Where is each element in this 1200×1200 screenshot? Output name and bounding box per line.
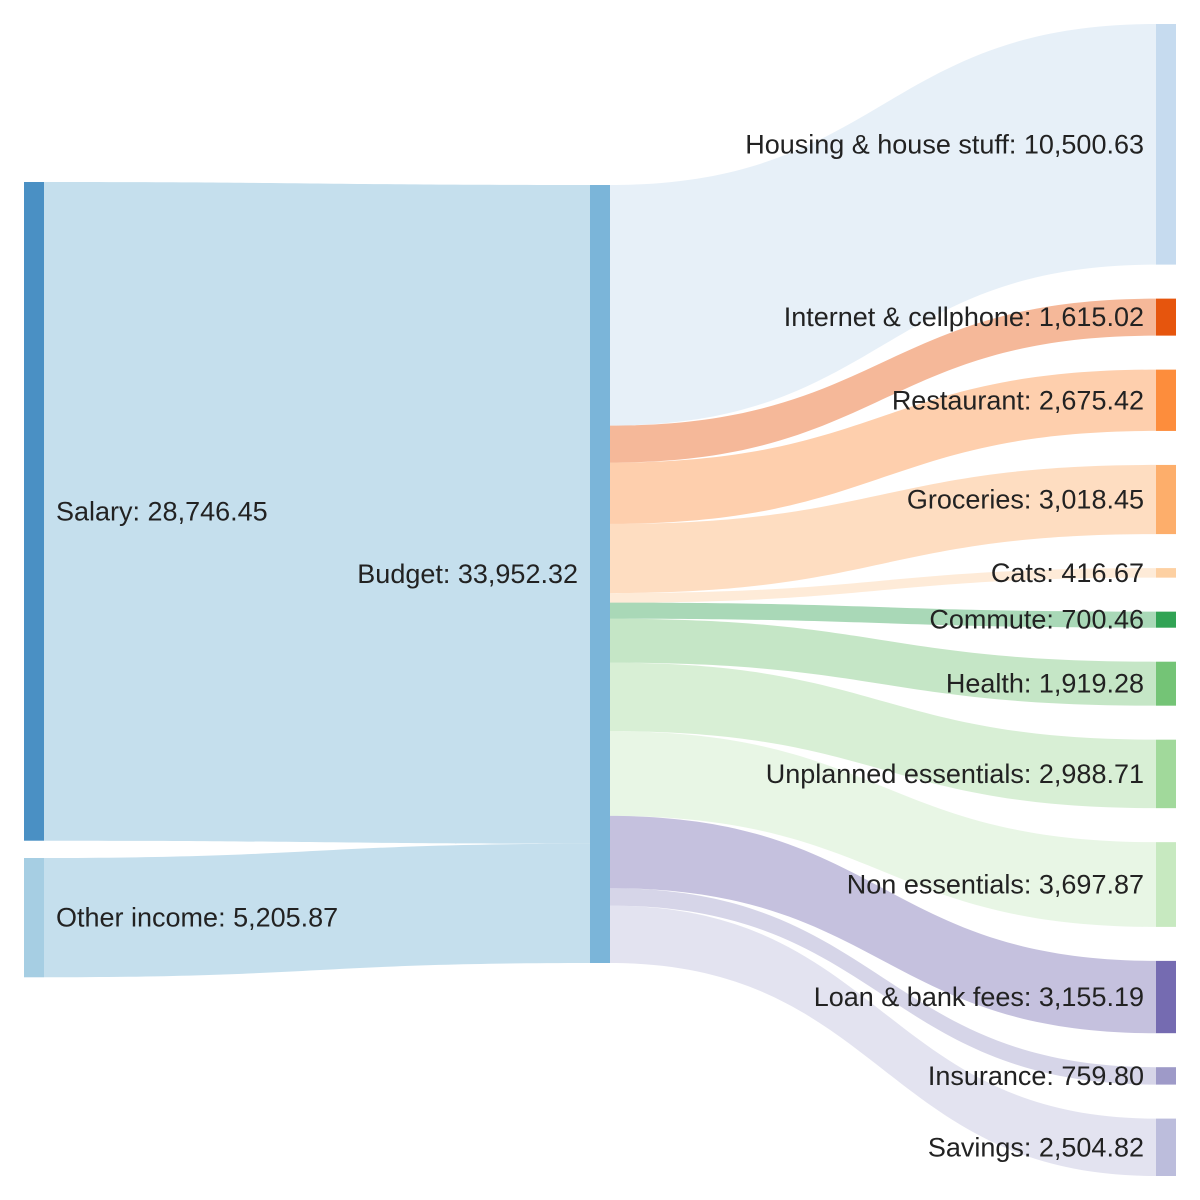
node-internet-and-cellphone[interactable] bbox=[1156, 298, 1176, 336]
label-budget: Budget: 33,952.32 bbox=[357, 559, 578, 589]
label-internet-and-cellphone: Internet & cellphone: 1,615.02 bbox=[784, 302, 1144, 332]
node-salary[interactable] bbox=[24, 182, 44, 841]
node-unplanned-essentials[interactable] bbox=[1156, 739, 1176, 809]
link-other-income-to-budget bbox=[44, 843, 590, 978]
link-budget-to-groceries bbox=[610, 464, 1156, 594]
sankey-links bbox=[44, 24, 1156, 1176]
link-budget-to-internet-and-cellphone bbox=[610, 298, 1156, 463]
label-health: Health: 1,919.28 bbox=[946, 669, 1144, 699]
node-budget[interactable] bbox=[590, 185, 610, 963]
link-budget-to-housing-and-house-stuff bbox=[610, 24, 1156, 426]
node-savings[interactable] bbox=[1156, 1118, 1176, 1176]
link-budget-to-commute bbox=[610, 602, 1156, 628]
node-cats[interactable] bbox=[1156, 568, 1176, 578]
label-cats: Cats: 416.67 bbox=[991, 558, 1144, 588]
sankey-nodes bbox=[24, 24, 1176, 1176]
link-budget-to-non-essentials bbox=[610, 731, 1156, 927]
node-insurance[interactable] bbox=[1156, 1067, 1176, 1085]
label-salary: Salary: 28,746.45 bbox=[56, 496, 268, 526]
label-non-essentials: Non essentials: 3,697.87 bbox=[847, 870, 1144, 900]
sankey-labels: Salary: 28,746.45 Other income: 5,205.87 B… bbox=[56, 129, 1144, 1162]
label-commute: Commute: 700.46 bbox=[929, 605, 1144, 635]
label-housing-and-house-stuff: Housing & house stuff: 10,500.63 bbox=[745, 129, 1144, 159]
node-commute[interactable] bbox=[1156, 611, 1176, 628]
link-budget-to-insurance bbox=[610, 888, 1156, 1085]
link-salary-to-budget bbox=[44, 182, 590, 844]
node-housing-and-house-stuff[interactable] bbox=[1156, 24, 1176, 265]
label-groceries: Groceries: 3,018.45 bbox=[907, 485, 1144, 515]
node-other-income[interactable] bbox=[24, 858, 44, 978]
label-savings: Savings: 2,504.82 bbox=[928, 1132, 1144, 1162]
link-budget-to-unplanned-essentials bbox=[610, 662, 1156, 809]
link-budget-to-savings bbox=[610, 905, 1156, 1176]
node-non-essentials[interactable] bbox=[1156, 842, 1176, 927]
node-restaurant[interactable] bbox=[1156, 369, 1176, 431]
label-insurance: Insurance: 759.80 bbox=[928, 1061, 1144, 1091]
link-budget-to-cats bbox=[610, 568, 1156, 603]
label-loan-and-bank-fees: Loan & bank fees: 3,155.19 bbox=[814, 982, 1144, 1012]
label-other-income: Other income: 5,205.87 bbox=[56, 903, 338, 933]
link-budget-to-loan-and-bank-fees bbox=[610, 815, 1156, 1034]
link-budget-to-health bbox=[610, 618, 1156, 706]
label-unplanned-essentials: Unplanned essentials: 2,988.71 bbox=[766, 759, 1144, 789]
label-restaurant: Restaurant: 2,675.42 bbox=[892, 385, 1144, 415]
node-loan-and-bank-fees[interactable] bbox=[1156, 960, 1176, 1034]
node-health[interactable] bbox=[1156, 661, 1176, 706]
node-groceries[interactable] bbox=[1156, 464, 1176, 535]
link-budget-to-restaurant bbox=[610, 369, 1156, 524]
